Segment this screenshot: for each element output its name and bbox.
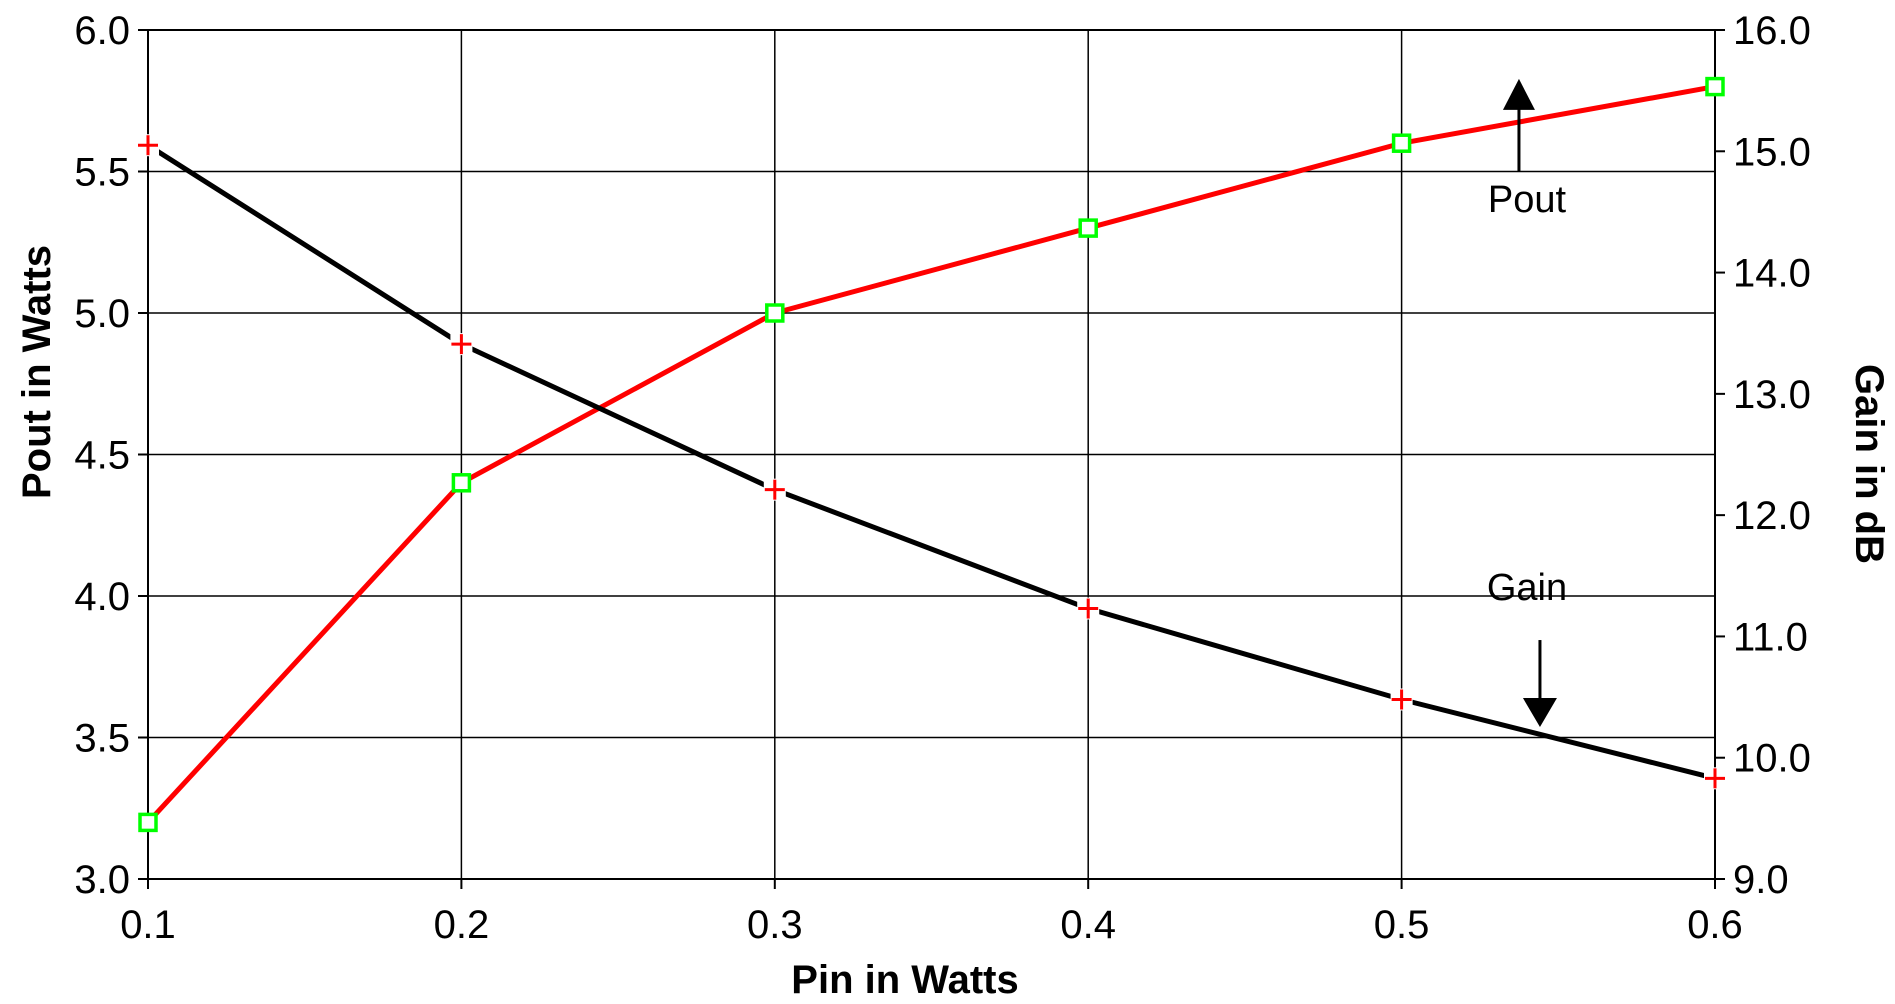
y-axis-right-title: Gain in dB [1847, 364, 1891, 564]
axes: 0.1 0.2 0.3 0.4 0.5 0.6 3.0 3.5 4.0 4.5 5.0 5.5 6.0 9… [74, 9, 1810, 947]
y-right-tick-label: 14.0 [1733, 252, 1811, 296]
annotation-label: Gain [1487, 567, 1567, 609]
x-axis-title: Pin in Watts [791, 958, 1018, 1002]
y-right-tick-label: 9.0 [1733, 858, 1789, 902]
y-left-tick-label: 5.0 [74, 292, 130, 336]
marker-pout [1391, 133, 1412, 153]
y-left-tick-label: 4.0 [74, 575, 130, 619]
marker-pout [1078, 218, 1098, 238]
arrow-down-icon [1522, 698, 1557, 728]
y-right-tick-label: 10.0 [1733, 737, 1811, 781]
y-left-tick-label: 5.5 [74, 151, 130, 195]
annotation-gain: Gain [1487, 567, 1567, 728]
arrow-up-icon [1502, 78, 1535, 110]
x-tick-label: 0.4 [1060, 903, 1116, 947]
grid [147, 29, 1716, 880]
y-axis-left-title: Pout in Watts [15, 245, 59, 499]
y-left-tick-label: 6.0 [74, 9, 130, 53]
x-tick-label: 0.3 [747, 903, 803, 947]
marker-pout [1705, 76, 1725, 97]
y-left-tick-label: 3.0 [74, 858, 130, 902]
marker-gain [450, 333, 473, 356]
marker-gain [1077, 597, 1100, 620]
marker-pout [451, 473, 472, 493]
marker-pout [138, 812, 158, 833]
series-line-pout [146, 84, 1716, 825]
x-tick-label: 0.2 [434, 903, 490, 947]
marker-gain [137, 134, 159, 157]
marker-gain [763, 478, 786, 501]
y-right-tick-label: 11.0 [1733, 615, 1808, 659]
y-right-tick-label: 12.0 [1733, 494, 1811, 538]
annotations: Pout Gain [1487, 78, 1567, 728]
annotation-label: Pout [1488, 179, 1567, 221]
y-right-tick-label: 16.0 [1733, 9, 1811, 53]
series-line-gain [146, 143, 1716, 781]
marker-gain [1704, 767, 1726, 790]
annotation-pout: Pout [1488, 78, 1567, 221]
marker-pout [765, 303, 785, 323]
x-tick-label: 0.6 [1687, 903, 1743, 947]
y-left-tick-label: 4.5 [74, 434, 130, 478]
y-right-tick-label: 15.0 [1733, 130, 1811, 174]
x-tick-label: 0.5 [1374, 903, 1430, 947]
x-tick-label: 0.1 [120, 903, 176, 947]
y-left-tick-label: 3.5 [74, 717, 130, 761]
y-right-tick-label: 13.0 [1733, 373, 1811, 417]
series-layer [137, 76, 1726, 833]
marker-gain [1390, 688, 1413, 711]
